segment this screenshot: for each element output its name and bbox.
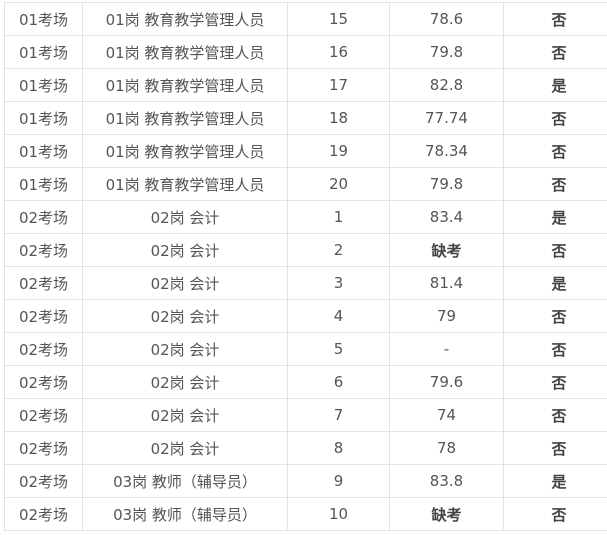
exam-room-cell: 02考场 bbox=[4, 233, 83, 267]
score-cell: 82.8 bbox=[389, 68, 504, 102]
qualified-cell: 否 bbox=[503, 134, 607, 168]
qualified-cell: 是 bbox=[503, 200, 607, 234]
position-cell: 02岗 会计 bbox=[82, 266, 288, 300]
table-row: 02考场 02岗 会计 7 74 否 bbox=[4, 398, 607, 432]
table-row: 02考场 03岗 教师（辅导员） 9 83.8 是 bbox=[4, 464, 607, 498]
score-cell: 79.6 bbox=[389, 365, 504, 399]
exam-room-cell: 02考场 bbox=[4, 398, 83, 432]
score-cell: 78.34 bbox=[389, 134, 504, 168]
exam-room-cell: 02考场 bbox=[4, 497, 83, 531]
seat-number-cell: 8 bbox=[287, 431, 390, 465]
table-row: 02考场 02岗 会计 5- 否 bbox=[4, 332, 607, 366]
position-cell: 02岗 会计 bbox=[82, 332, 288, 366]
position-cell: 02岗 会计 bbox=[82, 398, 288, 432]
seat-number-cell: 7 bbox=[287, 398, 390, 432]
table-row: 02考场 02岗 会计 8 78 否 bbox=[4, 431, 607, 465]
table-row: 01考场 01岗 教育教学管理人员 17 82.8 是 bbox=[4, 68, 607, 102]
qualified-cell: 否 bbox=[503, 35, 607, 69]
exam-room-cell: 02考场 bbox=[4, 365, 83, 399]
qualified-cell: 否 bbox=[503, 332, 607, 366]
exam-room-cell: 01考场 bbox=[4, 2, 83, 36]
results-table: 01考场 01岗 教育教学管理人员 15 78.6 否 01考场 01岗 教育教学管理人员 1… bbox=[4, 2, 607, 531]
seat-number-cell: 17 bbox=[287, 68, 390, 102]
table-row: 02考场 02岗 会计 2 缺考否 bbox=[4, 233, 607, 267]
position-cell: 01岗 教育教学管理人员 bbox=[82, 101, 288, 135]
seat-number-cell: 15 bbox=[287, 2, 390, 36]
seat-number-cell: 19 bbox=[287, 134, 390, 168]
exam-room-cell: 01考场 bbox=[4, 167, 83, 201]
score-cell: 81.4 bbox=[389, 266, 504, 300]
position-cell: 01岗 教育教学管理人员 bbox=[82, 2, 288, 36]
seat-number-cell: 10 bbox=[287, 497, 390, 531]
qualified-cell: 否 bbox=[503, 497, 607, 531]
qualified-cell: 否 bbox=[503, 299, 607, 333]
score-cell: 78 bbox=[389, 431, 504, 465]
position-cell: 01岗 教育教学管理人员 bbox=[82, 167, 288, 201]
qualified-cell: 是 bbox=[503, 68, 607, 102]
position-cell: 01岗 教育教学管理人员 bbox=[82, 68, 288, 102]
score-cell: 79 bbox=[389, 299, 504, 333]
score-cell: 缺考 bbox=[389, 497, 504, 531]
score-cell: - bbox=[389, 332, 504, 366]
position-cell: 03岗 教师（辅导员） bbox=[82, 497, 288, 531]
seat-number-cell: 4 bbox=[287, 299, 390, 333]
seat-number-cell: 18 bbox=[287, 101, 390, 135]
qualified-cell: 否 bbox=[503, 431, 607, 465]
score-cell: 77.74 bbox=[389, 101, 504, 135]
table-row: 01考场 01岗 教育教学管理人员 15 78.6 否 bbox=[4, 2, 607, 36]
position-cell: 02岗 会计 bbox=[82, 233, 288, 267]
score-cell: 74 bbox=[389, 398, 504, 432]
qualified-cell: 否 bbox=[503, 398, 607, 432]
seat-number-cell: 3 bbox=[287, 266, 390, 300]
score-cell: 缺考 bbox=[389, 233, 504, 267]
qualified-cell: 否 bbox=[503, 167, 607, 201]
table-row: 02考场 02岗 会计 1 83.4 是 bbox=[4, 200, 607, 234]
position-cell: 02岗 会计 bbox=[82, 365, 288, 399]
qualified-cell: 是 bbox=[503, 266, 607, 300]
exam-room-cell: 02考场 bbox=[4, 266, 83, 300]
seat-number-cell: 20 bbox=[287, 167, 390, 201]
score-cell: 79.8 bbox=[389, 35, 504, 69]
table-row: 02考场 03岗 教师（辅导员） 10 缺考否 bbox=[4, 497, 607, 531]
exam-room-cell: 02考场 bbox=[4, 299, 83, 333]
score-cell: 78.6 bbox=[389, 2, 504, 36]
exam-room-cell: 01考场 bbox=[4, 134, 83, 168]
seat-number-cell: 16 bbox=[287, 35, 390, 69]
exam-room-cell: 01考场 bbox=[4, 35, 83, 69]
position-cell: 03岗 教师（辅导员） bbox=[82, 464, 288, 498]
table-row: 02考场 02岗 会计 6 79.6 否 bbox=[4, 365, 607, 399]
qualified-cell: 是 bbox=[503, 464, 607, 498]
exam-room-cell: 02考场 bbox=[4, 332, 83, 366]
exam-room-cell: 02考场 bbox=[4, 431, 83, 465]
seat-number-cell: 1 bbox=[287, 200, 390, 234]
position-cell: 01岗 教育教学管理人员 bbox=[82, 134, 288, 168]
position-cell: 02岗 会计 bbox=[82, 200, 288, 234]
position-cell: 01岗 教育教学管理人员 bbox=[82, 35, 288, 69]
exam-room-cell: 01考场 bbox=[4, 101, 83, 135]
score-cell: 83.4 bbox=[389, 200, 504, 234]
seat-number-cell: 9 bbox=[287, 464, 390, 498]
table-row: 02考场 02岗 会计 4 79 否 bbox=[4, 299, 607, 333]
table-row: 01考场 01岗 教育教学管理人员 18 77.74 否 bbox=[4, 101, 607, 135]
score-cell: 83.8 bbox=[389, 464, 504, 498]
seat-number-cell: 5 bbox=[287, 332, 390, 366]
exam-room-cell: 02考场 bbox=[4, 200, 83, 234]
qualified-cell: 否 bbox=[503, 233, 607, 267]
table-row: 01考场 01岗 教育教学管理人员 19 78.34 否 bbox=[4, 134, 607, 168]
qualified-cell: 否 bbox=[503, 365, 607, 399]
qualified-cell: 否 bbox=[503, 2, 607, 36]
seat-number-cell: 2 bbox=[287, 233, 390, 267]
table-row: 01考场 01岗 教育教学管理人员 16 79.8 否 bbox=[4, 35, 607, 69]
score-cell: 79.8 bbox=[389, 167, 504, 201]
seat-number-cell: 6 bbox=[287, 365, 390, 399]
exam-room-cell: 02考场 bbox=[4, 464, 83, 498]
exam-room-cell: 01考场 bbox=[4, 68, 83, 102]
table-row: 01考场 01岗 教育教学管理人员 20 79.8 否 bbox=[4, 167, 607, 201]
qualified-cell: 否 bbox=[503, 101, 607, 135]
position-cell: 02岗 会计 bbox=[82, 299, 288, 333]
table-row: 02考场 02岗 会计 3 81.4 是 bbox=[4, 266, 607, 300]
position-cell: 02岗 会计 bbox=[82, 431, 288, 465]
